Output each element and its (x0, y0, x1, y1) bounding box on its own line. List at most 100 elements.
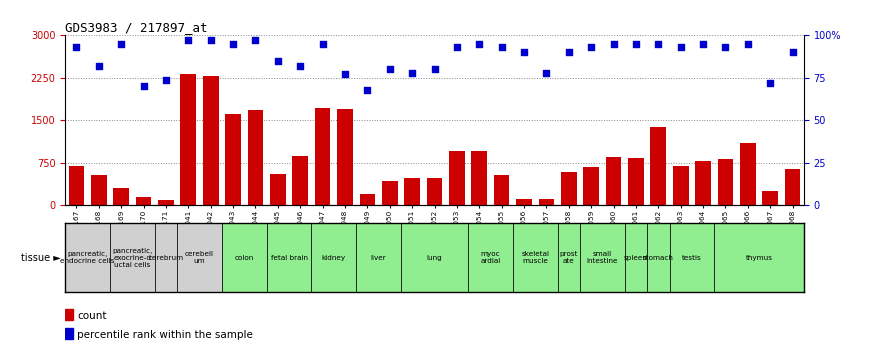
Text: thymus: thymus (746, 255, 773, 261)
Text: pancreatic,
endocrine cells: pancreatic, endocrine cells (60, 251, 115, 264)
Bar (202, 76, 218, 205)
Bar (270, 174, 286, 205)
Point (494, 45, 508, 50)
Text: pancreatic,
exocrine-d
uctal cells: pancreatic, exocrine-d uctal cells (112, 247, 153, 268)
Bar (516, 199, 532, 205)
Bar (561, 172, 577, 205)
Bar (673, 166, 688, 205)
Bar (513, 223, 558, 292)
Bar (427, 178, 442, 205)
Bar (315, 108, 330, 205)
Text: tissue ►: tissue ► (21, 252, 61, 263)
Bar (580, 223, 625, 292)
Point (249, 38, 262, 43)
Bar (69, 166, 84, 205)
Bar (740, 143, 756, 205)
Point (652, 41, 666, 47)
Text: liver: liver (371, 255, 387, 261)
Bar (158, 200, 174, 205)
Bar (625, 223, 647, 292)
Bar (356, 223, 401, 292)
Bar (311, 223, 356, 292)
Text: stomach: stomach (643, 255, 673, 261)
Point (673, 45, 687, 50)
Bar (494, 175, 509, 205)
Point (361, 87, 375, 93)
Bar (583, 167, 599, 205)
Point (741, 41, 755, 47)
Point (517, 50, 531, 55)
Bar (360, 194, 375, 205)
Point (203, 38, 217, 43)
Point (562, 50, 576, 55)
Point (114, 41, 128, 47)
Bar (65, 223, 110, 292)
Bar (292, 156, 308, 205)
Point (338, 72, 352, 77)
Point (450, 45, 464, 50)
Point (786, 50, 799, 55)
Point (584, 45, 598, 50)
Bar (695, 161, 711, 205)
Text: count: count (77, 311, 107, 321)
Bar (647, 223, 669, 292)
Point (696, 41, 710, 47)
Bar (181, 74, 196, 205)
Point (159, 77, 173, 82)
Point (382, 67, 396, 72)
Bar (558, 223, 580, 292)
Bar (136, 197, 151, 205)
Text: percentile rank within the sample: percentile rank within the sample (77, 330, 253, 340)
Bar (718, 159, 733, 205)
Bar (65, 328, 73, 339)
Point (540, 70, 554, 76)
Bar (110, 223, 155, 292)
Text: myoc
ardial: myoc ardial (481, 251, 501, 264)
Point (92, 63, 106, 69)
Bar (471, 151, 488, 205)
Bar (91, 175, 107, 205)
Bar (337, 109, 353, 205)
Point (182, 38, 196, 43)
Bar (714, 223, 804, 292)
Text: testis: testis (682, 255, 702, 261)
Point (405, 70, 419, 76)
Bar (113, 188, 129, 205)
Bar (669, 223, 714, 292)
Bar (65, 309, 73, 320)
Text: cerebrum: cerebrum (149, 255, 183, 261)
Bar (155, 223, 177, 292)
Text: lung: lung (427, 255, 442, 261)
Bar (401, 223, 468, 292)
Bar (539, 199, 554, 205)
Point (136, 84, 150, 89)
Bar (248, 110, 263, 205)
Text: small
intestine: small intestine (587, 251, 618, 264)
Point (763, 80, 777, 86)
Text: skeletal
muscle: skeletal muscle (521, 251, 549, 264)
Bar (225, 114, 241, 205)
Point (719, 45, 733, 50)
Text: prost
ate: prost ate (560, 251, 578, 264)
Bar (651, 127, 667, 205)
Bar (468, 223, 513, 292)
Point (428, 67, 441, 72)
Point (70, 45, 83, 50)
Bar (404, 178, 420, 205)
Bar (222, 223, 267, 292)
Text: fetal brain: fetal brain (270, 255, 308, 261)
Bar (449, 151, 465, 205)
Point (293, 63, 307, 69)
Point (226, 41, 240, 47)
Point (271, 58, 285, 64)
Bar (267, 223, 311, 292)
Text: spleen: spleen (624, 255, 648, 261)
Text: kidney: kidney (322, 255, 346, 261)
Bar (381, 181, 398, 205)
Bar (785, 169, 800, 205)
Point (607, 41, 620, 47)
Text: cerebell
um: cerebell um (185, 251, 214, 264)
Point (629, 41, 643, 47)
Bar (606, 157, 621, 205)
Bar (762, 190, 778, 205)
